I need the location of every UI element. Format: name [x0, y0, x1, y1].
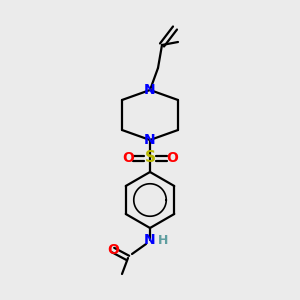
Text: O: O [107, 243, 119, 257]
Text: H: H [158, 233, 168, 247]
Text: O: O [122, 151, 134, 165]
Text: S: S [145, 151, 155, 166]
Text: N: N [144, 133, 156, 147]
Text: N: N [144, 233, 156, 247]
Text: O: O [166, 151, 178, 165]
Text: N: N [144, 83, 156, 97]
